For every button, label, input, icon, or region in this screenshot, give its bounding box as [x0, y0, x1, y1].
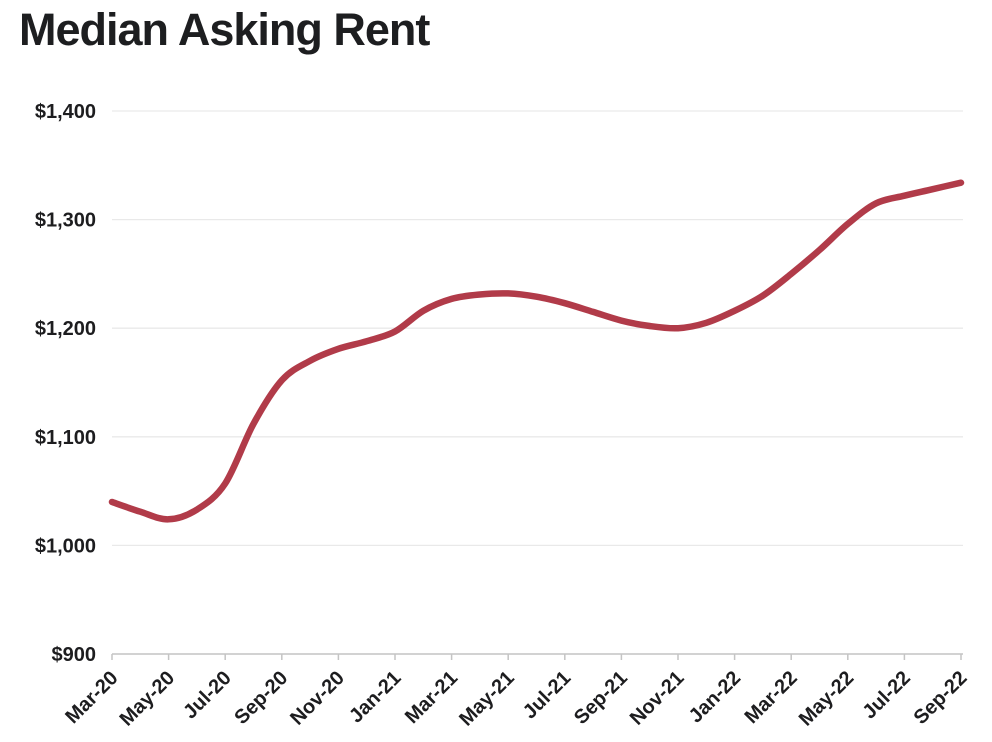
- chart-title: Median Asking Rent: [19, 4, 430, 55]
- y-axis-label: $1,400: [35, 101, 96, 123]
- x-axis-label: Jan-21: [345, 667, 405, 727]
- y-axis-label: $900: [52, 644, 97, 666]
- y-axis-label: $1,200: [35, 318, 96, 340]
- x-axis-label: Mar-21: [401, 667, 462, 728]
- y-axis-label: $1,300: [35, 210, 96, 232]
- x-axis-label: Nov-20: [286, 667, 349, 730]
- x-axis-label: Sep-22: [910, 667, 972, 729]
- x-axis-label: Jul-20: [179, 667, 235, 723]
- x-axis-label: Jan-22: [685, 667, 745, 727]
- x-axis-label: Sep-21: [570, 667, 632, 729]
- x-axis-label: Sep-20: [230, 667, 292, 729]
- x-axis-label: Jul-21: [519, 667, 575, 723]
- y-axis-label: $1,100: [35, 427, 96, 449]
- rent-trend-line: [108, 179, 965, 523]
- x-axis-label: May-20: [116, 667, 180, 731]
- x-axis-label: Mar-20: [61, 667, 122, 728]
- x-axis-label: Mar-22: [741, 667, 802, 728]
- x-axis-label: May-21: [455, 667, 519, 731]
- y-axis-label: $1,000: [35, 535, 96, 557]
- x-axis-label: May-22: [795, 667, 859, 731]
- x-axis-label: Jul-22: [858, 667, 914, 723]
- x-axis-label: Nov-21: [626, 667, 689, 730]
